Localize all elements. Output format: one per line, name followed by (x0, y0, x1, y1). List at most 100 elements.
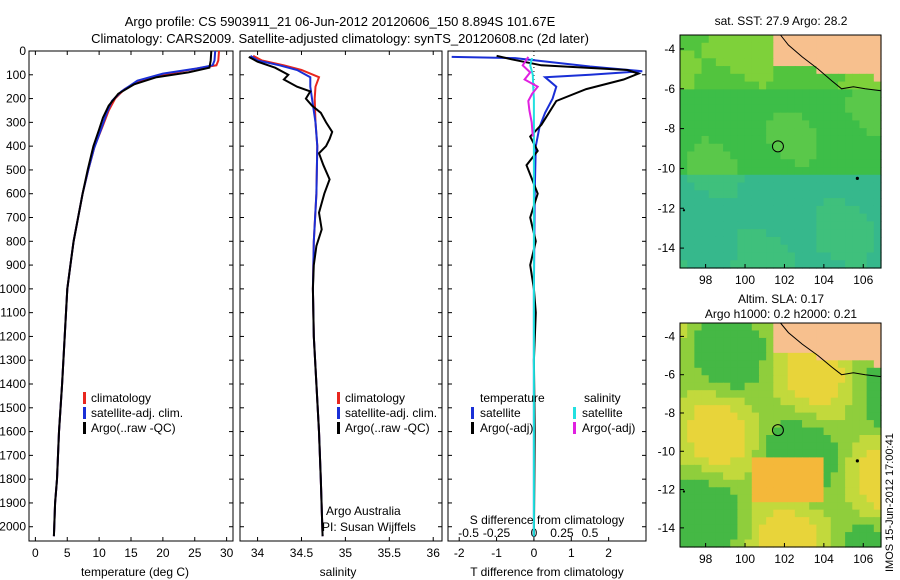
map-cell (873, 435, 882, 444)
map-cell (802, 89, 810, 98)
map-cell (823, 472, 832, 481)
map-cell (744, 198, 753, 207)
map-cell (780, 532, 789, 541)
map-cell (794, 502, 803, 511)
map-cell (816, 128, 825, 137)
map-cell (687, 66, 695, 75)
map-cell (744, 464, 753, 473)
map-cell (845, 449, 853, 458)
map-cell (708, 151, 717, 160)
map-cell (766, 524, 774, 533)
map-cell (758, 382, 767, 391)
map-cell (687, 494, 695, 503)
map-cell (794, 50, 803, 59)
map-cell (680, 112, 688, 122)
map-cell (794, 330, 803, 339)
map-cell (687, 449, 695, 458)
map-cell (758, 73, 767, 83)
map-cell (845, 337, 853, 346)
map-cell (737, 412, 746, 421)
map-cell (830, 198, 839, 207)
map-cell (687, 50, 695, 59)
map-cell (715, 323, 724, 332)
map-cell (773, 442, 782, 451)
legend-swatch-satellite (337, 407, 340, 419)
island-marker (682, 209, 686, 212)
map-cell (680, 412, 688, 421)
map-cell (859, 352, 868, 361)
map-cell (687, 352, 695, 361)
map-cell (845, 35, 853, 44)
temperature-xlabel: temperature (deg C) (81, 565, 189, 579)
map-cell (730, 260, 739, 269)
map-y-tick-label: -4 (664, 42, 675, 56)
map-cell (751, 449, 760, 458)
map-cell (694, 517, 703, 526)
map-cell (830, 442, 839, 451)
map-cell (744, 97, 753, 106)
map-cell (744, 330, 753, 339)
map-cell (809, 517, 817, 526)
map-cell (730, 502, 739, 511)
map-cell (737, 151, 746, 160)
map-cell (737, 472, 746, 481)
map-cell (708, 35, 717, 44)
map-cell (823, 509, 832, 518)
map-cell (859, 213, 868, 222)
map-cell (737, 449, 746, 458)
map-cell (830, 182, 839, 191)
sst-map: 98 100 102 104 106-4-6-8-10-12-14 (658, 34, 882, 287)
map-cell (873, 97, 882, 106)
map-cell (845, 135, 853, 145)
map-cell (737, 104, 746, 114)
map-cell (809, 135, 817, 145)
map-cell (780, 159, 789, 168)
map-cell (708, 66, 717, 75)
map-cell (680, 390, 688, 399)
map-cell (802, 81, 810, 90)
map-cell (794, 457, 803, 466)
map-cell (787, 517, 796, 526)
map-cell (730, 143, 739, 153)
map-cell (873, 539, 882, 548)
map-cell (837, 252, 846, 261)
map-cell (837, 213, 846, 222)
map-cell (859, 151, 868, 160)
map-cell (866, 58, 875, 67)
map-cell (802, 112, 810, 122)
map-cell (852, 532, 861, 541)
x-tick-label: 36 (427, 546, 441, 560)
map-cell (758, 229, 767, 238)
map-cell (830, 174, 839, 184)
map-cell (737, 532, 746, 541)
map-cell (744, 182, 753, 191)
map-cell (873, 205, 882, 215)
map-cell (845, 442, 853, 451)
map-cell (708, 479, 717, 488)
map-cell (873, 221, 882, 230)
map-cell (830, 229, 839, 238)
map-cell (773, 143, 782, 153)
map-cell (758, 352, 767, 361)
map-cell (816, 159, 825, 168)
map-cell (694, 143, 703, 153)
map-cell (802, 509, 810, 518)
map-cell (816, 435, 825, 444)
map-cell (687, 229, 695, 238)
map-cell (744, 244, 753, 254)
map-cell (723, 73, 731, 83)
map-cell (737, 502, 746, 511)
map-cell (715, 58, 724, 67)
map-cell (823, 198, 832, 207)
map-cell (744, 229, 753, 238)
map-cell (823, 182, 832, 191)
map-cell (823, 167, 832, 176)
map-cell (852, 128, 861, 137)
map-cell (744, 35, 753, 44)
map-cell (773, 487, 782, 496)
map-cell (873, 35, 882, 44)
map-cell (751, 464, 760, 473)
map-cell (859, 42, 868, 52)
map-cell (852, 330, 861, 339)
map-cell (866, 487, 875, 496)
